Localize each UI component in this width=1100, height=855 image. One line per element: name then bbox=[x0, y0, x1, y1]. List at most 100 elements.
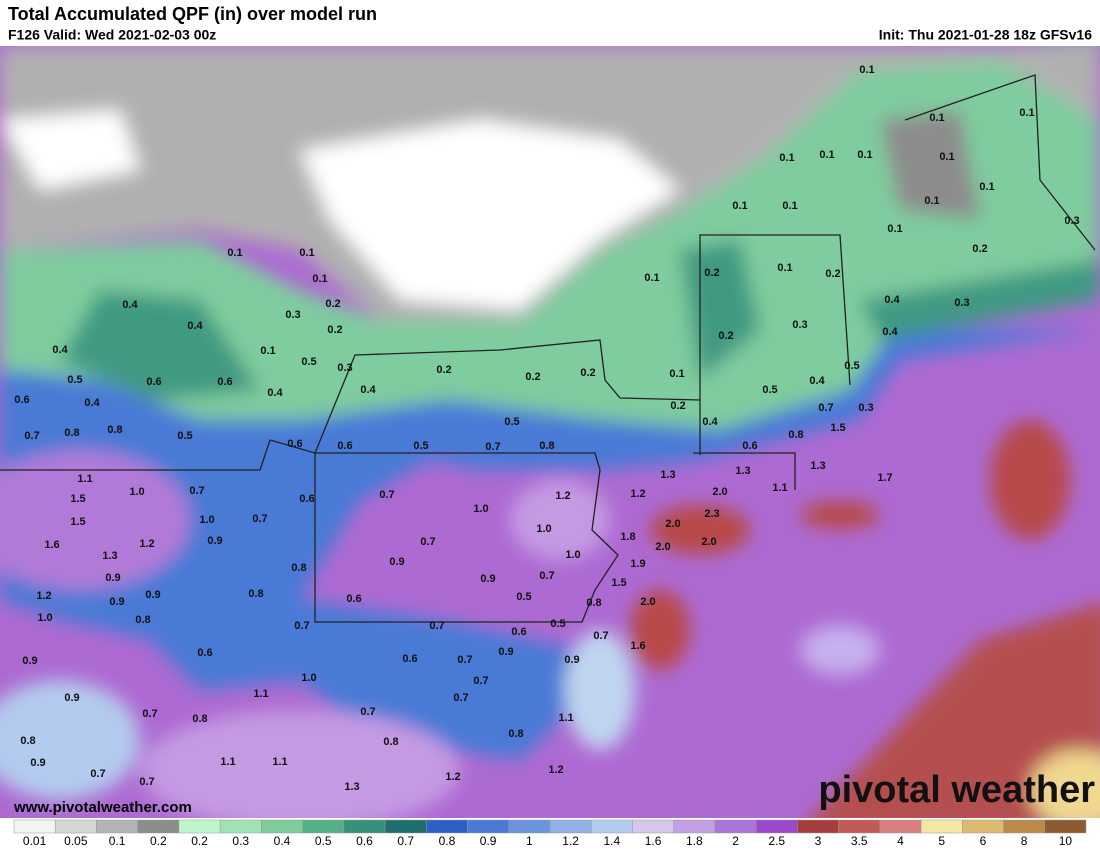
colorbar-cell bbox=[590, 819, 633, 834]
qpf-label: 1.7 bbox=[877, 472, 892, 484]
qpf-label: 0.7 bbox=[593, 630, 608, 642]
colorbar-cell bbox=[302, 819, 345, 834]
qpf-label: 0.8 bbox=[20, 735, 35, 747]
borders bbox=[0, 74, 1096, 623]
qpf-label: 1.1 bbox=[272, 756, 287, 768]
qpf-label: 0.1 bbox=[732, 200, 747, 212]
colorbar-cell bbox=[178, 819, 221, 834]
qpf-label: 1.6 bbox=[44, 539, 59, 551]
colorbar-cell bbox=[755, 819, 798, 834]
qpf-label: 0.2 bbox=[670, 400, 685, 412]
qpf-label: 0.4 bbox=[702, 416, 718, 428]
qpf-label: 1.0 bbox=[199, 514, 214, 526]
qpf-label: 0.7 bbox=[24, 430, 39, 442]
qpf-label: 0.4 bbox=[267, 387, 283, 399]
qpf-label: 0.8 bbox=[248, 588, 263, 600]
qpf-label: 1.2 bbox=[139, 538, 154, 550]
qpf-label: 0.8 bbox=[539, 440, 554, 452]
qpf-label: 0.9 bbox=[564, 654, 579, 666]
qpf-label: 0.6 bbox=[346, 593, 361, 605]
qpf-label: 0.6 bbox=[402, 653, 417, 665]
colorbar-cell bbox=[1044, 819, 1087, 834]
qpf-label: 1.2 bbox=[555, 490, 570, 502]
qpf-label: 0.1 bbox=[819, 149, 834, 161]
colorbar-label: 1.2 bbox=[562, 834, 579, 848]
qpf-label: 1.0 bbox=[473, 503, 488, 515]
qpf-label: 1.1 bbox=[253, 688, 268, 700]
qpf-label: 0.1 bbox=[929, 112, 944, 124]
qpf-label: 0.1 bbox=[979, 181, 994, 193]
qpf-label: 0.8 bbox=[788, 429, 803, 441]
qpf-label: 0.7 bbox=[539, 570, 554, 582]
colorbar-label: 0.5 bbox=[315, 834, 332, 848]
colorbar-cell bbox=[508, 819, 551, 834]
qpf-label: 1.1 bbox=[77, 473, 92, 485]
qpf-label: 1.2 bbox=[548, 764, 563, 776]
qpf-label: 0.4 bbox=[122, 299, 138, 311]
qpf-label: 0.7 bbox=[139, 776, 154, 788]
qpf-label: 0.8 bbox=[586, 597, 601, 609]
qpf-label: 0.5 bbox=[177, 430, 192, 442]
qpf-label: 0.7 bbox=[294, 620, 309, 632]
qpf-label: 0.6 bbox=[742, 440, 757, 452]
colorbar-cell bbox=[962, 819, 1004, 834]
qpf-label: 0.1 bbox=[782, 200, 797, 212]
qpf-label: 1.5 bbox=[830, 422, 845, 434]
qpf-label: 0.3 bbox=[1064, 215, 1079, 227]
qpf-label: 0.1 bbox=[939, 151, 954, 163]
qpf-label: 0.9 bbox=[207, 535, 222, 547]
colorbar-label: 8 bbox=[1021, 834, 1028, 848]
qpf-label: 0.2 bbox=[718, 330, 733, 342]
qpf-label: 1.5 bbox=[611, 577, 626, 589]
qpf-label: 0.9 bbox=[389, 556, 404, 568]
colorbar-cell bbox=[137, 819, 180, 834]
qpf-label: 0.9 bbox=[105, 572, 120, 584]
qpf-label: 0.8 bbox=[64, 427, 79, 439]
colorbar-cell bbox=[632, 819, 674, 834]
valid-time: F126 Valid: Wed 2021-02-03 00z bbox=[8, 27, 216, 43]
qpf-label: 0.1 bbox=[669, 368, 684, 380]
qpf-label: 0.6 bbox=[511, 626, 526, 638]
qpf-label: 0.3 bbox=[858, 402, 873, 414]
title: Total Accumulated QPF (in) over model ru… bbox=[8, 4, 377, 24]
qpf-label: 1.2 bbox=[36, 590, 51, 602]
colorbar-label: 0.8 bbox=[439, 834, 456, 848]
colorbar-label: 0.2 bbox=[150, 834, 167, 848]
qpf-label: 0.4 bbox=[84, 397, 100, 409]
qpf-label: 0.8 bbox=[383, 736, 398, 748]
qpf-label: 0.4 bbox=[360, 384, 376, 396]
qpf-label: 1.3 bbox=[344, 781, 359, 793]
qpf-label: 2.0 bbox=[655, 541, 670, 553]
qpf-label: 0.1 bbox=[857, 149, 872, 161]
colorbar-cell bbox=[219, 819, 262, 834]
qpf-label: 0.4 bbox=[809, 375, 825, 387]
qpf-label: 0.4 bbox=[882, 326, 898, 338]
qpf-label: 0.8 bbox=[192, 713, 207, 725]
qpf-label: 1.5 bbox=[70, 493, 85, 505]
colorbar-cell bbox=[54, 819, 97, 834]
colorbar-cell bbox=[797, 819, 839, 834]
colorbar-cell bbox=[920, 819, 963, 834]
qpf-label: 0.1 bbox=[859, 64, 874, 76]
qpf-label: 1.0 bbox=[565, 549, 580, 561]
colorbar-cell bbox=[261, 819, 303, 834]
qpf-label: 0.5 bbox=[67, 374, 82, 386]
qpf-label: 0.2 bbox=[325, 298, 340, 310]
qpf-label: 0.6 bbox=[197, 647, 212, 659]
qpf-label: 0.1 bbox=[260, 345, 275, 357]
colorbar-label: 1.8 bbox=[686, 834, 703, 848]
qpf-label: 0.7 bbox=[485, 441, 500, 453]
qpf-label: 0.3 bbox=[792, 319, 807, 331]
colorbar-label: 0.6 bbox=[356, 834, 373, 848]
qpf-label: 0.9 bbox=[109, 596, 124, 608]
qpf-label: 2.0 bbox=[665, 518, 680, 530]
qpf-label: 0.1 bbox=[777, 262, 792, 274]
colorbar-label: 0.1 bbox=[109, 834, 126, 848]
qpf-label: 2.0 bbox=[640, 596, 655, 608]
qpf-label: 0.2 bbox=[580, 367, 595, 379]
colorbar-label: 1.4 bbox=[604, 834, 621, 848]
qpf-label: 0.4 bbox=[187, 320, 203, 332]
init-time: Init: Thu 2021-01-28 18z GFSv16 bbox=[879, 27, 1092, 43]
qpf-label: 1.0 bbox=[37, 612, 52, 624]
qpf-label: 0.4 bbox=[884, 294, 900, 306]
